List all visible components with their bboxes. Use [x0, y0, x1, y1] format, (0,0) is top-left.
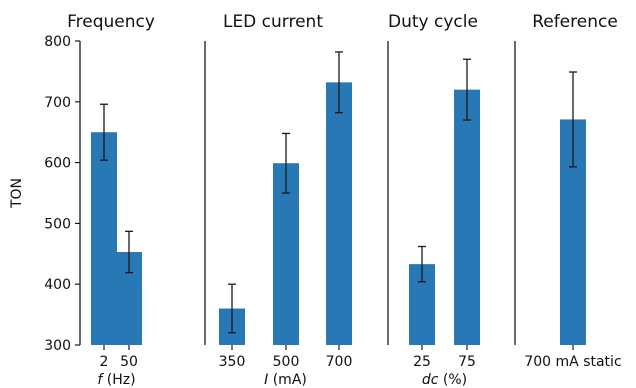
x-tick-label: 50 [120, 354, 138, 370]
panel-1: LED current 350 500 700 I (mA) [204, 12, 353, 388]
x-axis-label: I (mA) [264, 372, 307, 388]
y-tick-label: 400 [44, 277, 71, 293]
chart-root: Frequency 300 400 500 600 700 800 TON 2 50 f (Hz) L… [9, 12, 622, 388]
x-axis-variable: f [97, 372, 104, 388]
x-axis-unit: (%) [438, 372, 467, 388]
x-axis-unit: (Hz) [102, 372, 135, 388]
y-tick-label: 700 [44, 95, 71, 111]
x-axis-label: f (Hz) [97, 372, 135, 388]
y-tick-label: 800 [44, 34, 71, 50]
y-tick-label: 600 [44, 156, 71, 172]
x-tick-label: 700 mA static [524, 354, 621, 370]
x-axis-unit: (mA) [268, 372, 307, 388]
bar [91, 132, 117, 345]
x-axis-label: dc (%) [422, 372, 467, 388]
y-tick-label: 300 [44, 338, 71, 354]
x-tick-label: 75 [458, 354, 476, 370]
panel-2: Duty cycle 25 75 dc (%) [387, 12, 480, 388]
x-tick-label: 25 [413, 354, 431, 370]
bar [454, 89, 480, 345]
panel-0: Frequency 300 400 500 600 700 800 TON 2 50 f (Hz) [9, 12, 155, 388]
y-tick-label: 500 [44, 216, 71, 232]
x-tick-label: 2 [100, 354, 109, 370]
panel-title: Duty cycle [388, 12, 478, 32]
panel-title: Frequency [67, 12, 155, 32]
panel-title: LED current [223, 12, 323, 32]
x-tick-label: 350 [219, 354, 246, 370]
x-axis-variable: dc [422, 372, 439, 388]
bar [326, 82, 352, 346]
panel-3: Reference 700 mA static [514, 12, 622, 370]
x-tick-label: 500 [273, 354, 300, 370]
x-tick-label: 700 [326, 354, 353, 370]
x-axis-variable: I [264, 372, 268, 388]
panel-title: Reference [532, 12, 618, 32]
y-axis-label: TON [9, 178, 25, 209]
